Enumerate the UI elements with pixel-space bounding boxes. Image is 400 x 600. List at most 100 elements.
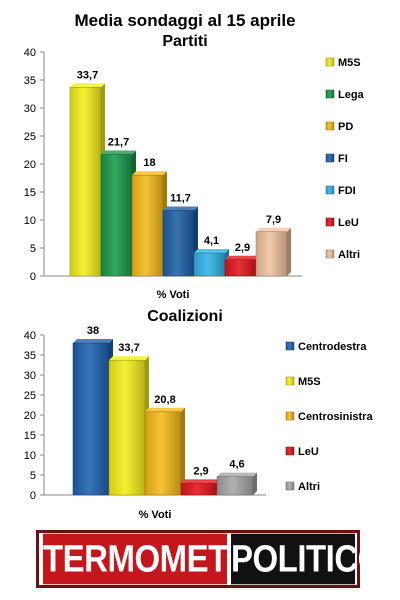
legend-label: Centrosinistra	[298, 411, 373, 423]
bar-m5s	[108, 356, 149, 496]
y-tick-label: 35	[24, 350, 36, 362]
legend-swatch	[285, 481, 295, 491]
legend-swatch	[285, 446, 295, 456]
legend-label: LeU	[338, 217, 359, 229]
bar-value-label: 33,7	[118, 342, 139, 354]
bar-top	[101, 150, 136, 155]
y-tick-label: 5	[30, 470, 36, 482]
legend-item-m5s: M5S	[285, 376, 321, 388]
bar-side	[181, 407, 185, 495]
page-title: Media sondaggi al 15 aprile	[74, 11, 295, 30]
y-tick-label: 5	[30, 243, 36, 255]
bar-top	[70, 83, 105, 88]
y-tick-label: 10	[24, 450, 36, 462]
legend-label: PD	[338, 121, 353, 133]
bar-top	[217, 472, 257, 477]
legend-label: FI	[338, 153, 348, 165]
bar-face	[216, 476, 254, 496]
legend-label: FDI	[338, 185, 356, 197]
y-tick-label: 40	[24, 330, 36, 342]
legend-label: Altri	[338, 249, 360, 261]
legend-item-centrosinistra: Centrosinistra	[285, 411, 373, 423]
legend-swatch	[325, 121, 335, 131]
bar-fdi	[193, 249, 229, 277]
y-tick-label: 30	[24, 370, 36, 382]
bar-top	[194, 249, 229, 254]
bar-face	[144, 411, 182, 496]
bar-leu	[224, 255, 260, 277]
legend-item-leu: LeU	[325, 217, 359, 229]
legend-item-fi: FI	[325, 153, 348, 165]
legend-item-fdi: FDI	[325, 185, 356, 197]
bar-value-label: 2,9	[235, 242, 250, 254]
y-tick-label: 0	[30, 271, 36, 283]
bar-face	[131, 174, 164, 277]
y-tick-label: 25	[24, 390, 36, 402]
chart-partiti: Partiti 0 5 10 15 20 25 30 35 40 33,7 21,7 18 11,7 4,1…	[24, 33, 365, 301]
bar-face	[108, 359, 146, 496]
bar-top	[256, 227, 291, 232]
bar-pd	[131, 171, 167, 277]
chart-title: Coalizioni	[147, 308, 223, 325]
bar-value-label: 4,1	[204, 235, 219, 247]
legend-item-altri: Altri	[285, 481, 320, 493]
bar-centrosinistra	[144, 407, 185, 496]
bar-top	[225, 255, 260, 260]
legend-label: LeU	[298, 446, 319, 458]
y-tick-label: 15	[24, 187, 36, 199]
legend-label: Altri	[298, 481, 320, 493]
bar-top	[163, 206, 198, 211]
y-tick-label: 0	[30, 490, 36, 502]
legend-label: M5S	[338, 57, 361, 69]
bar-face	[224, 259, 257, 277]
bar-side	[287, 227, 291, 276]
legend-item-leu: LeU	[285, 446, 319, 458]
legend-item-pd: PD	[325, 121, 353, 133]
y-tick-label: 20	[24, 410, 36, 422]
y-tick-label: 25	[24, 131, 36, 143]
bar-face	[72, 342, 110, 496]
bar-top	[132, 171, 167, 176]
termometro-politico-logo: TERMOMETRO POLITICO	[36, 530, 383, 588]
bar-leu	[180, 479, 221, 496]
bar-value-label: 2,9	[193, 465, 208, 477]
bar-top	[109, 356, 149, 361]
bar-side	[253, 472, 257, 495]
y-tick-label: 10	[24, 215, 36, 227]
logo-text-politico: POLITICO	[231, 533, 383, 585]
legend-item-m5s: M5S	[325, 57, 361, 69]
bar-lega	[100, 150, 136, 277]
y-tick-label: 30	[24, 103, 36, 115]
legend-label: Centrodestra	[298, 341, 367, 353]
legend-swatch	[285, 411, 295, 421]
bar-face	[193, 252, 226, 277]
bar-fi	[162, 206, 198, 277]
legend-swatch	[285, 341, 295, 351]
bar-value-label: 18	[143, 157, 155, 169]
chart-coalizioni: Coalizioni 0 5 10 15 20 25 30 35 40 38 33,7 20,8 2,9 4…	[24, 308, 374, 521]
legend-swatch	[325, 217, 335, 227]
bar-value-label: 20,8	[154, 394, 175, 406]
bar-value-label: 4,6	[229, 459, 244, 471]
bar-value-label: 21,7	[108, 136, 129, 148]
bar-face	[69, 87, 102, 277]
y-tick-label: 40	[24, 47, 36, 59]
bar-altri	[255, 227, 291, 277]
legend-swatch	[325, 153, 335, 163]
chart-title: Partiti	[162, 33, 207, 50]
logo-text-termometro: TERMOMETRO	[43, 533, 277, 585]
y-tick-label: 15	[24, 430, 36, 442]
legend-swatch	[325, 89, 335, 99]
x-axis-label: % Voti	[139, 509, 172, 521]
bar-value-label: 7,9	[266, 214, 281, 226]
legend-swatch	[285, 376, 295, 386]
legend-swatch	[325, 249, 335, 259]
bar-centrodestra	[72, 339, 113, 496]
bar-top	[73, 339, 113, 343]
legend-label: M5S	[298, 376, 321, 388]
y-tick-label: 35	[24, 75, 36, 87]
bar-value-label: 33,7	[77, 69, 98, 81]
legend-swatch	[325, 185, 335, 195]
legend-swatch	[325, 57, 335, 67]
bar-value-label: 38	[87, 325, 99, 337]
